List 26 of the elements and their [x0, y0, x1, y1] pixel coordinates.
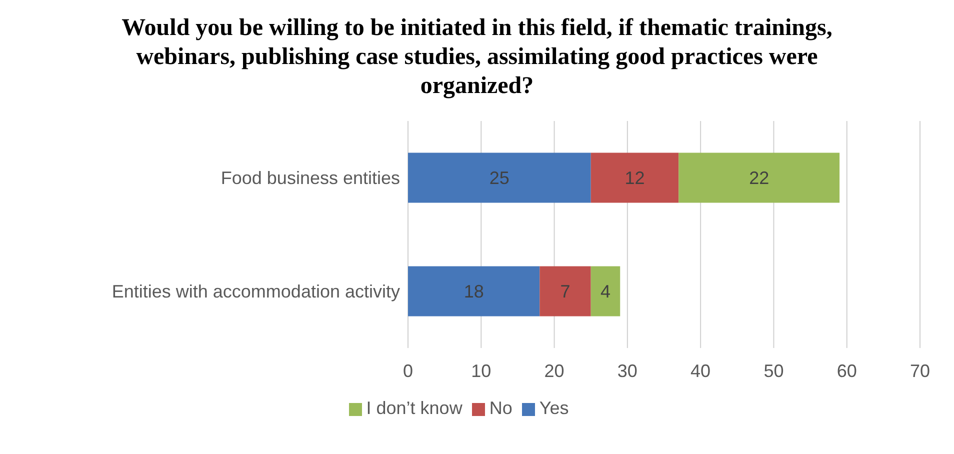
x-tick-label: 40	[690, 360, 711, 381]
bar	[590, 152, 679, 203]
x-tick-label: 60	[836, 360, 857, 381]
data-label: 18	[464, 282, 484, 302]
x-tick-label: 70	[910, 360, 930, 381]
bar	[590, 266, 620, 316]
data-label: 12	[624, 168, 645, 188]
y-tick-label: Food business entities	[220, 168, 400, 188]
x-tick-label: 30	[617, 360, 638, 381]
x-tick-label: 10	[471, 360, 492, 381]
x-tick-label: 0	[402, 360, 414, 381]
data-label: 4	[600, 282, 610, 302]
bar	[540, 266, 591, 316]
data-label: 22	[749, 168, 770, 188]
x-tick-label: 50	[764, 360, 784, 381]
x-tick-label: 20	[544, 360, 564, 381]
y-tick-label: Entities with accommodation activity	[112, 282, 400, 302]
data-label: 7	[560, 282, 570, 302]
bar	[408, 266, 540, 316]
chart-title: Would you be willing to be initiated in this field, if thematic trainings, webinars, publishing case studies, assimilating good practices were organized?	[120, 14, 834, 101]
legend-label: Yes	[539, 398, 569, 418]
bar	[678, 152, 840, 203]
legend-label: I don’t know	[366, 398, 462, 418]
data-label: 25	[489, 168, 510, 188]
bar	[408, 152, 591, 203]
legend-label: No	[489, 398, 512, 418]
